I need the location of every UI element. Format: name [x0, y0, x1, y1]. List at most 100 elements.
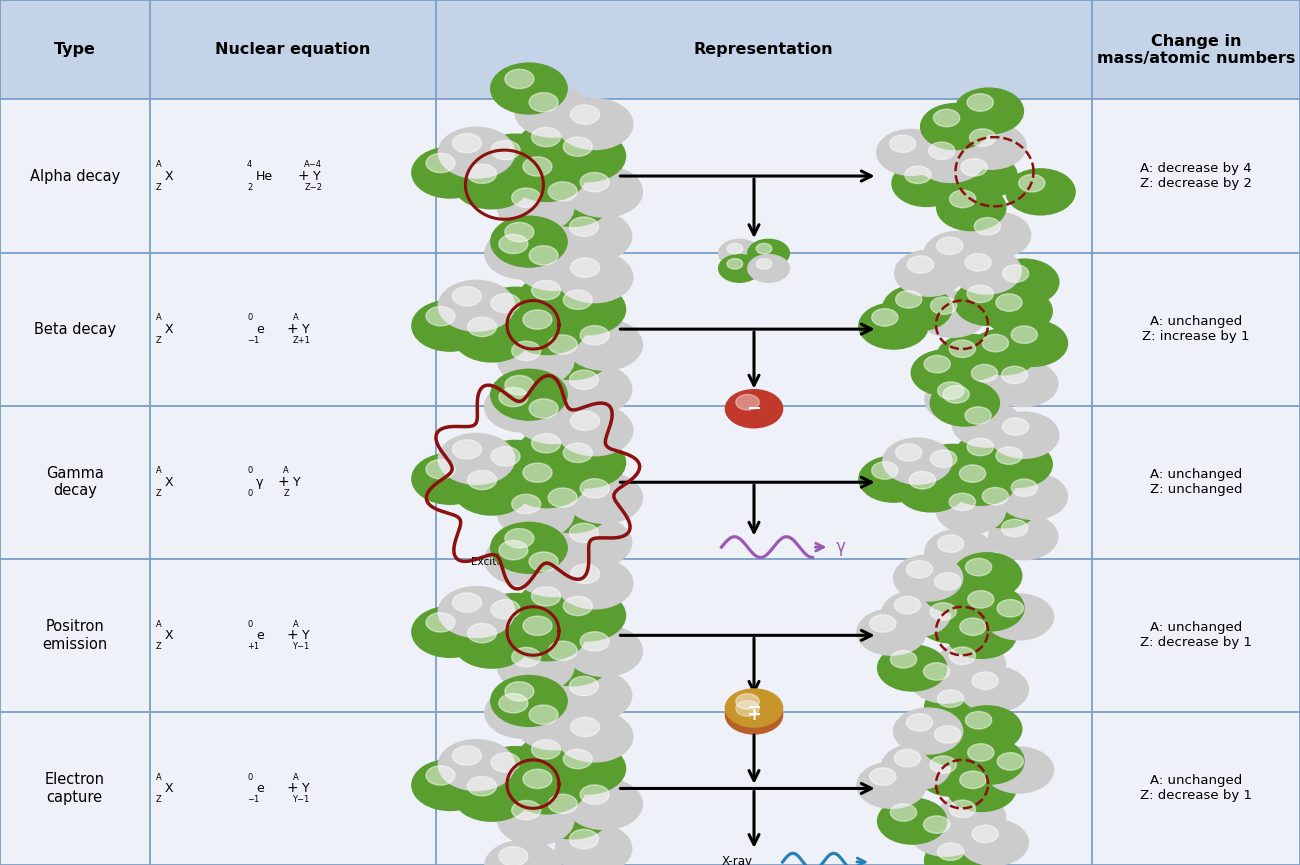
Circle shape	[907, 256, 933, 273]
Circle shape	[924, 837, 993, 865]
Circle shape	[894, 749, 920, 767]
Circle shape	[996, 447, 1022, 465]
Circle shape	[532, 433, 560, 453]
Circle shape	[555, 670, 632, 721]
Circle shape	[878, 798, 946, 844]
Text: Y: Y	[302, 782, 309, 795]
Circle shape	[515, 546, 592, 597]
Circle shape	[725, 689, 783, 727]
Circle shape	[930, 603, 957, 620]
Circle shape	[949, 800, 975, 817]
Circle shape	[924, 376, 994, 422]
Circle shape	[517, 734, 594, 785]
Circle shape	[930, 756, 957, 773]
Circle shape	[957, 123, 1026, 170]
Circle shape	[952, 248, 1022, 294]
Circle shape	[933, 109, 959, 126]
Circle shape	[983, 441, 1052, 487]
Circle shape	[491, 599, 520, 619]
Circle shape	[468, 624, 497, 643]
Circle shape	[412, 300, 489, 351]
Circle shape	[515, 86, 592, 138]
Circle shape	[996, 294, 1022, 311]
Circle shape	[490, 63, 567, 114]
Circle shape	[911, 811, 980, 856]
Circle shape	[970, 329, 1039, 375]
Circle shape	[426, 153, 455, 173]
Circle shape	[997, 599, 1023, 617]
Circle shape	[499, 234, 528, 253]
Circle shape	[966, 712, 992, 729]
Circle shape	[870, 768, 896, 785]
Circle shape	[452, 286, 481, 306]
Text: Type: Type	[53, 42, 96, 57]
Circle shape	[426, 766, 455, 785]
Text: Beta decay: Beta decay	[34, 322, 116, 336]
Circle shape	[549, 437, 625, 488]
Text: γ: γ	[256, 476, 264, 489]
Circle shape	[891, 650, 916, 668]
Circle shape	[412, 147, 489, 198]
Circle shape	[534, 329, 611, 380]
Text: X: X	[165, 782, 174, 795]
Circle shape	[454, 465, 530, 515]
Circle shape	[563, 596, 593, 616]
Text: +: +	[287, 322, 298, 336]
Circle shape	[920, 104, 989, 150]
Text: +1: +1	[247, 642, 259, 651]
Text: 4: 4	[247, 160, 252, 170]
Circle shape	[499, 541, 528, 560]
Circle shape	[477, 287, 554, 338]
Circle shape	[566, 625, 642, 676]
Circle shape	[915, 137, 985, 183]
Circle shape	[485, 688, 562, 738]
Circle shape	[563, 290, 593, 310]
Circle shape	[499, 388, 528, 407]
Circle shape	[454, 771, 530, 821]
Circle shape	[935, 573, 961, 590]
Circle shape	[556, 99, 633, 150]
Circle shape	[490, 522, 567, 573]
Circle shape	[953, 706, 1022, 752]
Circle shape	[966, 559, 992, 576]
Text: +: +	[278, 475, 289, 490]
Circle shape	[571, 411, 599, 431]
Text: Y: Y	[302, 629, 309, 642]
Circle shape	[953, 553, 1022, 599]
Circle shape	[549, 743, 625, 794]
Circle shape	[961, 158, 987, 176]
Circle shape	[936, 488, 1006, 534]
Circle shape	[438, 127, 515, 178]
Circle shape	[881, 591, 950, 637]
Circle shape	[468, 777, 497, 796]
Text: Z: Z	[156, 489, 161, 498]
Circle shape	[508, 763, 585, 814]
Text: Electron
capture: Electron capture	[44, 772, 105, 804]
Circle shape	[747, 240, 789, 267]
Circle shape	[859, 456, 928, 503]
Circle shape	[949, 190, 976, 208]
Circle shape	[556, 405, 633, 456]
Circle shape	[876, 130, 946, 176]
Circle shape	[883, 285, 952, 331]
Text: A: A	[156, 466, 161, 476]
Circle shape	[906, 561, 932, 578]
Text: e: e	[256, 323, 264, 336]
Circle shape	[532, 280, 560, 300]
Circle shape	[504, 69, 534, 88]
Circle shape	[499, 694, 528, 713]
Circle shape	[549, 488, 577, 507]
Circle shape	[897, 466, 966, 512]
Circle shape	[922, 720, 991, 766]
Circle shape	[549, 641, 577, 660]
Text: A: unchanged
Z: decrease by 1: A: unchanged Z: decrease by 1	[1140, 774, 1252, 803]
Text: Z: Z	[156, 642, 161, 651]
Text: Z: Z	[283, 489, 289, 498]
Circle shape	[412, 453, 489, 504]
Text: A−4: A−4	[304, 160, 322, 170]
Circle shape	[580, 785, 610, 804]
Circle shape	[529, 552, 558, 571]
Circle shape	[922, 567, 991, 613]
Text: A: A	[156, 160, 161, 170]
Circle shape	[549, 335, 577, 354]
